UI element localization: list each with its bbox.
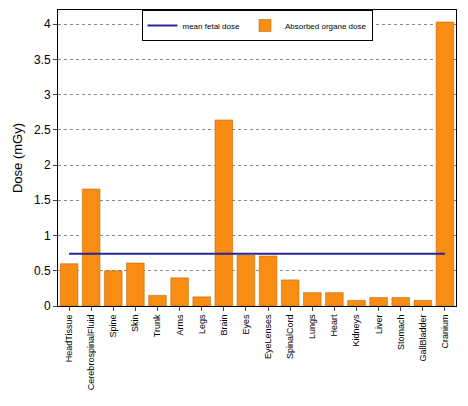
svg-text:EyeLenses: EyeLenses: [263, 314, 273, 359]
svg-text:1.5: 1.5: [34, 193, 51, 207]
svg-text:0: 0: [44, 299, 51, 313]
svg-text:2.5: 2.5: [34, 123, 51, 137]
svg-text:1: 1: [44, 229, 51, 243]
svg-text:Kidneys: Kidneys: [351, 314, 361, 347]
svg-text:3: 3: [44, 88, 51, 102]
svg-text:Arms: Arms: [175, 314, 185, 335]
svg-text:Lungs: Lungs: [307, 314, 317, 339]
svg-text:GallBladder: GallBladder: [418, 315, 428, 362]
svg-text:Eyes: Eyes: [241, 314, 251, 335]
svg-text:4: 4: [44, 17, 51, 31]
svg-text:3.5: 3.5: [34, 53, 51, 67]
svg-text:Stomach: Stomach: [396, 315, 406, 351]
svg-text:Liver: Liver: [374, 315, 384, 335]
svg-text:Dose (mGy): Dose (mGy): [10, 123, 25, 193]
svg-text:Skin: Skin: [130, 315, 140, 333]
svg-text:mean fetal dose: mean fetal dose: [183, 22, 240, 31]
svg-text:Heart: Heart: [329, 314, 339, 337]
svg-text:Brain: Brain: [219, 315, 229, 336]
svg-text:Cranium: Cranium: [440, 315, 450, 349]
svg-text:Legs: Legs: [197, 314, 207, 334]
svg-text:SpinalCord: SpinalCord: [285, 315, 295, 360]
svg-text:Trunk: Trunk: [152, 314, 162, 337]
svg-text:CerebrospinalFluid: CerebrospinalFluid: [86, 315, 96, 391]
svg-text:2: 2: [44, 158, 51, 172]
svg-text:Spine: Spine: [108, 315, 118, 338]
svg-text:Absorbed organe dose: Absorbed organe dose: [285, 22, 367, 31]
svg-text:0.5: 0.5: [34, 264, 51, 278]
svg-text:HeadTissue: HeadTissue: [64, 315, 74, 363]
